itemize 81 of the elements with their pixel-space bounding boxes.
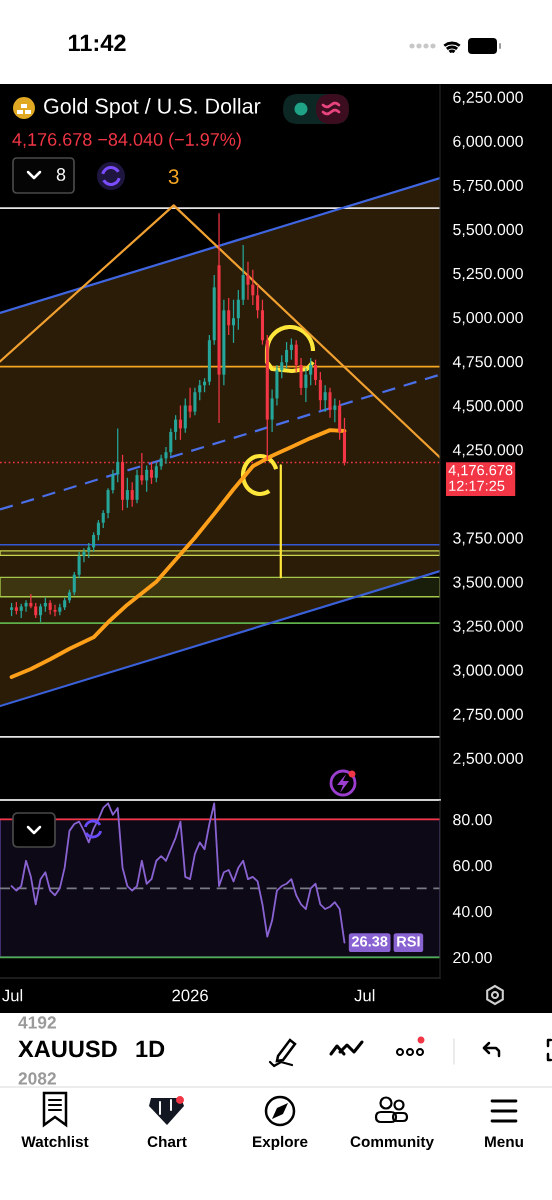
line-series xyxy=(9,428,347,679)
candlestick xyxy=(106,487,110,519)
candlestick xyxy=(198,379,202,401)
candlestick xyxy=(251,269,255,306)
annotation: 8 xyxy=(56,168,66,181)
candlestick xyxy=(193,387,197,416)
candlestick xyxy=(231,299,236,344)
candlestick xyxy=(309,357,313,386)
y-tick-label: 5,750.000 xyxy=(453,179,523,193)
y-tick-label: 6,000.000 xyxy=(453,135,523,149)
candlestick xyxy=(53,604,57,617)
text: Community xyxy=(350,1135,434,1151)
candlestick xyxy=(174,414,178,441)
candlestick xyxy=(149,461,154,485)
y-tick-label: 2,750.000 xyxy=(453,708,523,722)
candlestick xyxy=(72,571,76,596)
candlestick xyxy=(270,388,274,433)
y-tick-label: 3,750.000 xyxy=(453,532,523,546)
candlestick xyxy=(289,337,293,361)
candlestick xyxy=(154,462,158,483)
candlestick xyxy=(285,341,289,370)
annotation: 3 xyxy=(168,169,179,184)
text: Watchlist xyxy=(21,1135,89,1148)
candlestick xyxy=(236,289,240,331)
legend-label: RSI xyxy=(397,936,420,947)
y-tick-label: 4,500.000 xyxy=(452,400,523,414)
candlestick xyxy=(183,397,187,434)
candlestick xyxy=(125,477,129,509)
y-tick-label: 40.00 xyxy=(452,905,492,918)
y-tick-label: 60.00 xyxy=(453,860,492,872)
candlestick xyxy=(299,357,303,396)
text: 4192 xyxy=(18,1016,56,1029)
candlestick xyxy=(130,481,134,508)
y-tick-label: 80.00 xyxy=(453,814,492,826)
candlestick xyxy=(280,354,284,379)
text: Chart xyxy=(147,1135,187,1148)
text: 4,176.678 −84.040 (−1.97%) xyxy=(12,132,241,150)
y-tick-label: 5,250.000 xyxy=(453,267,523,282)
text: Gold Spot / U.S. Dollar xyxy=(44,97,261,119)
text: 11:42 xyxy=(68,34,126,52)
candlestick xyxy=(77,551,81,579)
candlestick xyxy=(313,359,318,386)
candlestick xyxy=(164,446,168,465)
candlestick xyxy=(318,371,322,411)
candlestick xyxy=(256,284,260,319)
x-tick-label: Jul xyxy=(2,989,23,1002)
ref-line-label: 4,176.678 12:17:25 xyxy=(448,464,513,491)
candlestick xyxy=(92,531,96,553)
text: Explore xyxy=(253,1135,308,1151)
candlestick xyxy=(246,261,250,301)
candlestick xyxy=(145,464,149,493)
candlestick xyxy=(227,297,231,336)
candlestick xyxy=(169,427,173,457)
candlestick xyxy=(96,519,100,541)
text: 1D xyxy=(136,1040,165,1058)
candlestick xyxy=(38,603,43,623)
candlestick xyxy=(111,469,115,495)
y-tick-label: 6,250.000 xyxy=(453,91,523,105)
y-tick-label: 4,750.000 xyxy=(452,356,523,370)
data-label: 26.38 xyxy=(351,936,388,947)
y-tick-label: 3,250.000 xyxy=(453,620,523,634)
x-tick-label: Jul xyxy=(354,989,375,1002)
text: 2082 xyxy=(18,1072,56,1085)
text: Menu xyxy=(485,1136,523,1148)
y-tick-label: 20.00 xyxy=(453,951,492,964)
x-tick-label: 2026 xyxy=(172,989,208,1002)
candlestick xyxy=(304,367,308,403)
candlestick xyxy=(116,427,120,483)
line-series xyxy=(10,802,346,944)
candlestick xyxy=(294,339,298,373)
candlestick xyxy=(323,384,327,413)
y-tick-label: 5,000.000 xyxy=(453,311,523,326)
y-tick-label: 3,500.000 xyxy=(453,576,523,590)
text: XAUUSD xyxy=(18,1040,117,1058)
y-tick-label: 5,500.000 xyxy=(453,223,523,238)
y-tick-label: 2,500.000 xyxy=(453,752,523,766)
candlestick xyxy=(188,387,192,419)
candlestick xyxy=(328,387,332,419)
candlestick xyxy=(333,397,337,423)
y-tick-label: 4,250.000 xyxy=(452,444,523,458)
y-tick-label: 3,000.000 xyxy=(453,664,523,678)
